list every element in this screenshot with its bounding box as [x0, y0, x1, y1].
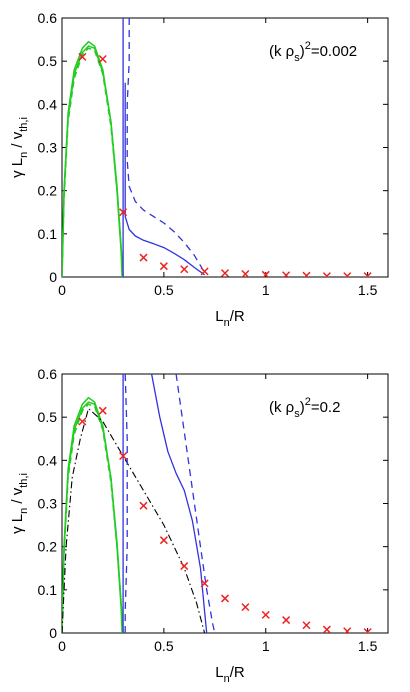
bottom-panel: 0 0.5 1 1.500.10.20.30.40.50.6Ln/Rγ Ln / vt… [9, 366, 389, 685]
x-tick-label: 1.5 [358, 282, 378, 298]
blue-dashed-curve [126, 18, 206, 274]
y-tick-label: 0.6 [38, 10, 58, 26]
annotation-sup: 2 [305, 396, 311, 408]
y-tick-label: 0.5 [38, 53, 58, 69]
black-dashdot-curve [62, 407, 206, 633]
k-rho-annotation: (k ρs(k ρ)2=0.002 [269, 40, 357, 64]
y-tick-label: 0 [49, 269, 57, 285]
data-point-x-marker [241, 269, 250, 277]
y-axis-label: γ Ln / vth,i [9, 117, 30, 178]
data-point-x-marker [363, 272, 372, 277]
x-tick-label: 1 [262, 638, 270, 654]
annotation-suffix: =0.002 [311, 43, 357, 60]
y-tick-label: 0.4 [38, 452, 58, 468]
y-label-sub-th: th,i [18, 473, 30, 488]
annotation-sub: s [294, 408, 300, 420]
x-label-suffix: /R [230, 308, 245, 325]
blue-dashed-curve [175, 374, 216, 633]
y-tick-label: 0.6 [38, 366, 58, 382]
annotation-sup: 2 [305, 40, 311, 52]
data-point-x-marker [98, 54, 107, 64]
y-tick-label: 0.1 [38, 582, 58, 598]
data-point-x-marker [180, 562, 189, 571]
y-tick-label: 0.2 [38, 539, 58, 555]
data-point-x-marker [302, 271, 311, 277]
blue-dashed-curve [124, 374, 128, 633]
data-point-x-marker [200, 267, 209, 276]
y-tick-label: 0.3 [38, 140, 58, 156]
top-panel: 0 0.5 1 1.500.10.20.30.40.50.6Ln/Rγ Ln / vt… [9, 10, 389, 329]
y-tick-label: 0.1 [38, 226, 58, 242]
data-point-x-marker [78, 417, 87, 426]
y-label-sub-n: n [18, 152, 30, 158]
data-point-x-marker [282, 616, 291, 625]
data-point-x-marker [78, 52, 87, 61]
data-point-x-marker [159, 536, 168, 545]
data-point-x-marker [322, 625, 331, 633]
data-point-x-marker [98, 406, 107, 415]
x-axis-label: Ln/R [215, 664, 245, 685]
x-tick-label: 0 [58, 638, 66, 654]
x-label-suffix: /R [230, 664, 245, 681]
green-solid-curve [62, 40, 123, 277]
y-axis-label: γ Ln / vth,i [9, 473, 30, 534]
data-point-x-marker [302, 621, 311, 630]
y-tick-label: 0.2 [38, 183, 58, 199]
annotation-close-paren: ) [300, 43, 305, 60]
green-dashed-curve [62, 403, 124, 633]
blue-solid-curve [150, 374, 208, 633]
green-solid-curve [62, 45, 124, 277]
data-point-x-marker [200, 579, 209, 588]
data-point-x-marker [180, 265, 189, 274]
data-point-x-marker [241, 603, 250, 612]
x-label-sub: n [224, 673, 230, 685]
data-point-x-marker [220, 594, 230, 603]
green-solid-curve [62, 401, 124, 633]
y-tick-label: 0.4 [38, 96, 58, 112]
green-dashed-curve [62, 47, 124, 277]
data-point-x-marker [119, 208, 128, 217]
data-point-x-marker [322, 272, 331, 277]
data-point-x-marker [363, 628, 372, 633]
annotation-base: (k ρ [269, 399, 294, 416]
x-tick-label: 1 [262, 282, 270, 298]
data-point-x-marker [343, 272, 352, 277]
data-point-x-marker [261, 610, 270, 619]
y-tick-label: 0.3 [38, 496, 58, 512]
x-axis-label: Ln/R [215, 308, 245, 329]
y-label-mid: / v [9, 487, 26, 508]
x-tick-label: 0.5 [154, 638, 174, 654]
blue-solid-curve [124, 82, 205, 276]
data-point-x-marker [220, 269, 230, 277]
y-label-mid: / v [9, 131, 26, 152]
y-tick-label: 0 [49, 625, 57, 641]
green-solid-curve [62, 396, 123, 633]
plot-area [62, 18, 372, 277]
y-tick-label: 0.5 [38, 409, 58, 425]
annotation-close-paren: ) [300, 399, 305, 416]
x-tick-label: 0 [58, 282, 66, 298]
x-tick-label: 1.5 [358, 638, 378, 654]
data-point-x-marker [119, 451, 128, 461]
k-rho-annotation: (k ρs(k ρ)2=0.2 [269, 396, 340, 420]
y-label-gamma: γ L [9, 158, 26, 178]
x-tick-label: 0.5 [154, 282, 174, 298]
data-point-x-marker [261, 270, 270, 277]
annotation-suffix: =0.2 [311, 399, 341, 416]
y-label-sub-th: th,i [18, 117, 30, 132]
x-label-base: L [215, 308, 223, 325]
annotation-sub: s [294, 52, 300, 64]
y-label-gamma: γ L [9, 514, 26, 534]
data-point-x-marker [139, 501, 148, 510]
data-point-x-marker [343, 627, 352, 633]
plot-area [62, 374, 372, 633]
data-point-x-marker [139, 253, 148, 262]
y-label-sub-n: n [18, 508, 30, 514]
data-point-x-marker [282, 271, 291, 277]
data-point-x-marker [159, 262, 168, 271]
annotation-base: (k ρ [269, 43, 294, 60]
x-label-base: L [215, 664, 223, 681]
x-label-sub: n [224, 317, 230, 329]
